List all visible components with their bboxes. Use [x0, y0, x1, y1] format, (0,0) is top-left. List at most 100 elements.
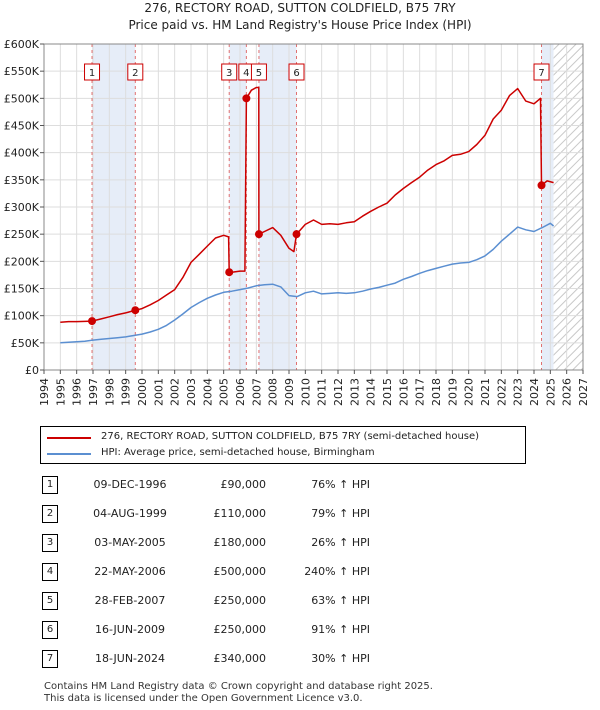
x-tick-label: 2014 [365, 378, 378, 406]
y-tick-label: £450K [4, 120, 40, 133]
x-tick-label: 2000 [136, 378, 149, 406]
chart-legend: 276, RECTORY ROAD, SUTTON COLDFIELD, B75… [40, 426, 526, 464]
y-tick-label: £350K [4, 174, 40, 187]
legend-label-property: 276, RECTORY ROAD, SUTTON COLDFIELD, B75… [101, 431, 480, 442]
x-tick-label: 2005 [218, 378, 231, 406]
sale-label-box [221, 63, 238, 81]
sale-point [88, 317, 97, 326]
table-row: 3 03-MAY-2005 £180,000 26% ↑ HPI [40, 533, 560, 555]
table-row: 2 04-AUG-1999 £110,000 79% ↑ HPI [40, 504, 560, 526]
sale-point [292, 230, 301, 239]
table-row: 1 09-DEC-1996 £90,000 76% ↑ HPI [40, 475, 560, 497]
x-tick-label: 2019 [446, 378, 459, 406]
x-tick-label: 1995 [54, 378, 67, 406]
x-tick-label: 2011 [316, 378, 329, 406]
sale-point [131, 306, 140, 315]
y-tick-label: £300K [4, 201, 40, 214]
y-tick-label: £150K [4, 283, 40, 296]
x-tick-label: 2016 [397, 378, 410, 406]
y-tick-label: £500K [4, 92, 40, 105]
x-tick-label: 1996 [71, 378, 84, 406]
x-tick-label: 2017 [414, 378, 427, 406]
legend-label-hpi: HPI: Average price, semi-detached house,… [101, 447, 375, 458]
x-tick-label: 2015 [381, 378, 394, 406]
x-tick-label: 2012 [332, 378, 345, 406]
x-tick-label: 2018 [430, 378, 443, 406]
y-tick-label: £200K [4, 255, 40, 268]
y-tick-label: £550K [4, 65, 40, 78]
x-tick-label: 2026 [561, 378, 574, 406]
sale-label-number: 5 [256, 68, 262, 79]
sale-date: 03-MAY-2005 [94, 536, 166, 549]
sale-number-badge: 7 [42, 650, 58, 668]
y-tick-label: £250K [4, 228, 40, 241]
y-tick-label: £400K [4, 147, 40, 160]
sale-date: 28-FEB-2007 [94, 594, 166, 607]
sale-label-number: 4 [243, 68, 249, 79]
sale-label-box [533, 63, 550, 81]
copyright-notice: Contains HM Land Registry data © Crown c… [44, 681, 433, 692]
sale-number-badge: 6 [42, 621, 58, 639]
sale-price: £500,000 [213, 565, 267, 578]
x-tick-label: 2010 [299, 378, 312, 406]
x-tick-label: 2023 [512, 378, 525, 406]
sale-label-number: 1 [89, 68, 95, 79]
sale-price: £250,000 [213, 623, 267, 636]
x-tick-label: 2004 [201, 378, 214, 406]
sale-number-badge: 5 [42, 592, 58, 610]
sale-point [254, 230, 263, 239]
x-tick-label: 2008 [267, 378, 280, 406]
table-row: 7 18-JUN-2024 £340,000 30% ↑ HPI [40, 649, 560, 671]
sale-hpi-change: 79% ↑ HPI [311, 507, 370, 520]
sale-hpi-change: 240% ↑ HPI [304, 565, 370, 578]
x-tick-label: 2002 [169, 378, 182, 406]
sale-date: 09-DEC-1996 [93, 478, 167, 491]
sale-point [225, 268, 234, 277]
x-tick-label: 2003 [185, 378, 198, 406]
x-tick-label: 2013 [348, 378, 361, 406]
x-tick-label: 1999 [120, 378, 133, 406]
legend-swatch-hpi [47, 453, 91, 455]
hpi-series-line [60, 222, 555, 344]
sale-date: 16-JUN-2009 [94, 623, 166, 636]
sale-hpi-change: 26% ↑ HPI [311, 536, 370, 549]
sale-label-number: 3 [226, 68, 232, 79]
sale-price: £340,000 [213, 652, 267, 665]
x-tick-label: 2022 [495, 378, 508, 406]
sale-point [242, 94, 251, 103]
x-tick-label: 2021 [479, 378, 492, 406]
sale-number-badge: 3 [42, 534, 58, 552]
table-row: 6 16-JUN-2009 £250,000 91% ↑ HPI [40, 620, 560, 642]
sale-hpi-change: 30% ↑ HPI [311, 652, 370, 665]
sale-date: 18-JUN-2024 [94, 652, 166, 665]
sale-date: 04-AUG-1999 [93, 507, 167, 520]
y-tick-label: £0 [25, 364, 39, 377]
sale-number-badge: 2 [42, 505, 58, 523]
x-tick-label: 1997 [87, 378, 100, 406]
x-tick-label: 2020 [463, 378, 476, 406]
x-tick-label: 2006 [234, 378, 247, 406]
x-tick-label: 2009 [283, 378, 296, 406]
y-tick-label: £50K [11, 337, 40, 350]
sale-number-badge: 1 [42, 476, 58, 494]
x-tick-label: 1998 [103, 378, 116, 406]
sale-price: £250,000 [213, 594, 267, 607]
sale-label-box [288, 63, 305, 81]
sale-label-box [84, 63, 101, 81]
legend-swatch-property [47, 437, 91, 439]
y-tick-label: £100K [4, 310, 40, 323]
sale-number-badge: 4 [42, 563, 58, 581]
y-tick-label: £600K [4, 38, 40, 51]
chart-title: 276, RECTORY ROAD, SUTTON COLDFIELD, B75… [144, 1, 456, 15]
sale-label-number: 7 [538, 68, 544, 79]
x-tick-label: 2001 [152, 378, 165, 406]
x-tick-label: 2025 [544, 378, 557, 406]
sale-label-box [250, 63, 267, 81]
table-row: 5 28-FEB-2007 £250,000 63% ↑ HPI [40, 591, 560, 613]
sale-hpi-change: 91% ↑ HPI [311, 623, 370, 636]
sale-price: £90,000 [220, 478, 267, 491]
sale-date: 22-MAY-2006 [94, 565, 166, 578]
table-row: 4 22-MAY-2006 £500,000 240% ↑ HPI [40, 562, 560, 584]
sale-label-number: 2 [132, 68, 138, 79]
